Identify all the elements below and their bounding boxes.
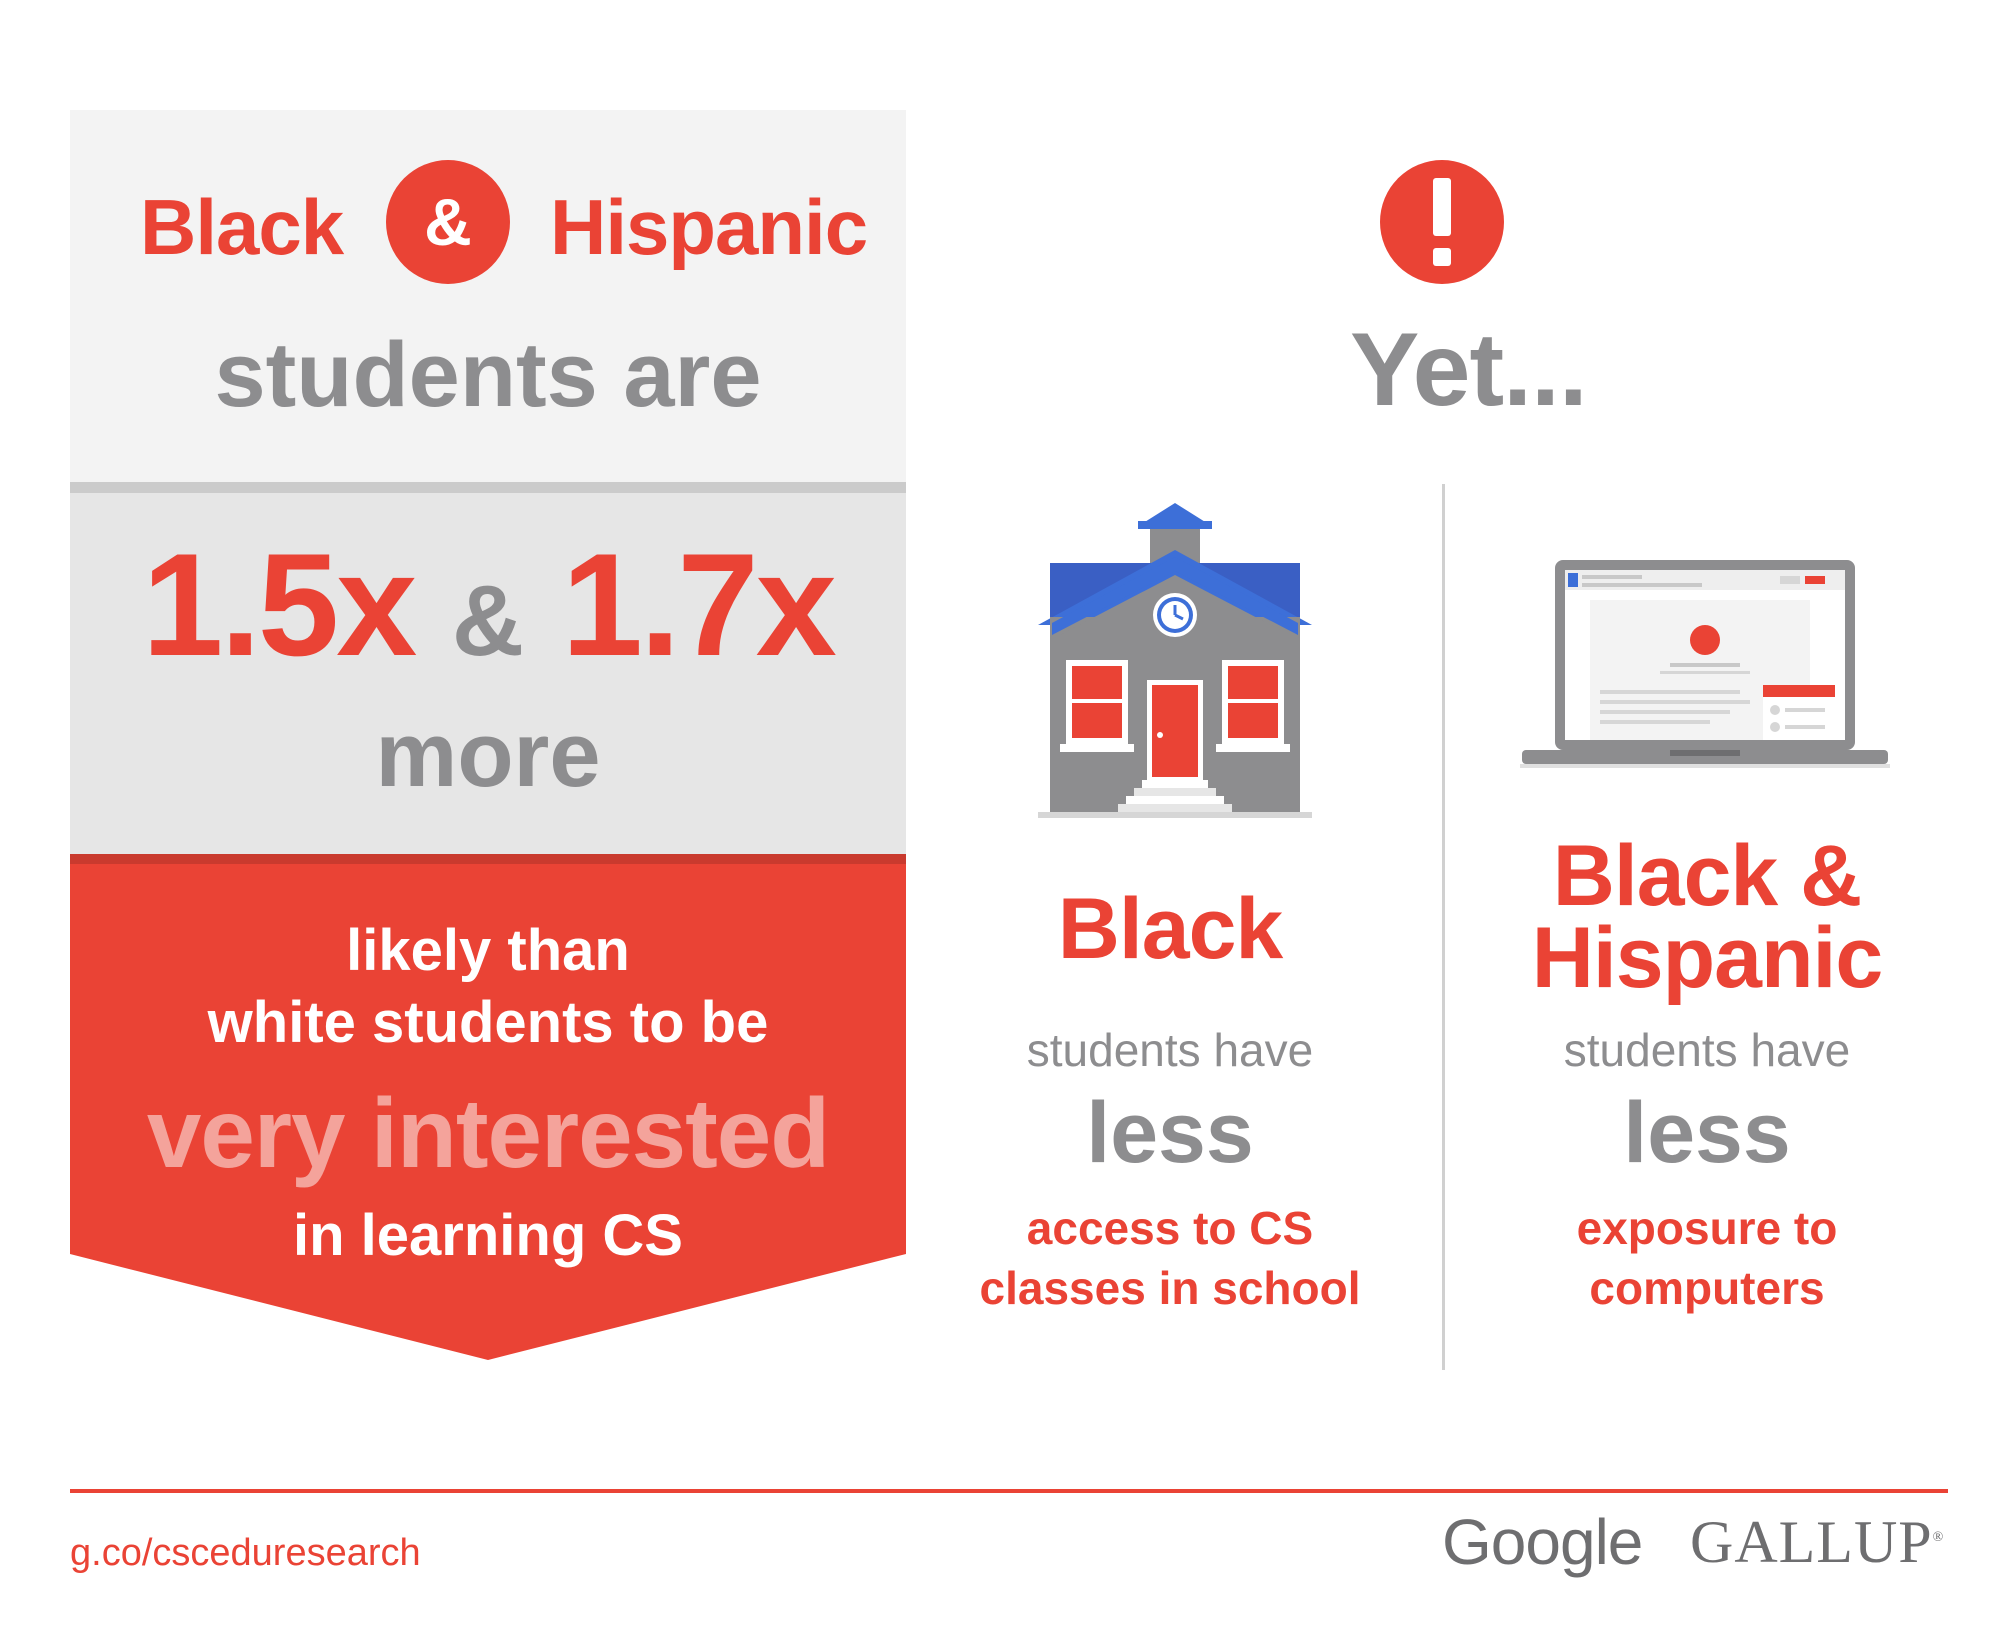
- header-black: Black: [140, 183, 344, 271]
- header-ampersand-badge: &: [386, 160, 510, 284]
- research-link[interactable]: g.co/csceduresearch: [70, 1532, 421, 1574]
- ratio-hispanic: 1.7x: [561, 523, 837, 686]
- registered-mark: ®: [1932, 1530, 1945, 1545]
- col2-title-line-1: Black &: [1552, 828, 1863, 924]
- school-building-icon: [1038, 503, 1312, 818]
- col2-less: less: [1623, 1085, 1791, 1181]
- students-are-text: students are: [214, 324, 762, 426]
- col2-title: Black & Hispanic: [1447, 828, 1967, 1006]
- gallup-logo: GALLUP®: [1690, 1508, 1944, 1577]
- stat-banner: Black & Hispanic students are 1.5x & 1.7…: [70, 110, 906, 1360]
- column-divider: [1442, 484, 1445, 1370]
- more-text: more: [375, 704, 601, 806]
- in-learning-cs-text: in learning CS: [293, 1203, 683, 1268]
- col1-detail: access to CS classes in school: [910, 1198, 1430, 1318]
- col1-detail-line-2: classes in school: [979, 1262, 1361, 1314]
- likely-text: likely than white students to be: [70, 915, 906, 1059]
- laptop-icon: [1520, 560, 1890, 768]
- ratio-black: 1.5x: [142, 523, 417, 686]
- col2-title-line-2: Hispanic: [1531, 910, 1883, 1006]
- banner-bottom-ribbon: [70, 854, 906, 1360]
- banner-middle-band: [70, 482, 906, 854]
- google-logo: Google: [1442, 1506, 1643, 1578]
- col2-detail-line-1: exposure to: [1576, 1202, 1838, 1254]
- footer-divider: [70, 1489, 1948, 1493]
- col1-title: Black: [1057, 881, 1284, 977]
- header-hispanic: Hispanic: [550, 183, 868, 271]
- likely-line-2: white students to be: [207, 990, 769, 1055]
- col1-students-have: students have: [1026, 1024, 1314, 1076]
- banner-top-band: [70, 110, 906, 482]
- col2-detail-line-2: computers: [1589, 1262, 1825, 1314]
- column-black-access: Black: [910, 881, 1430, 977]
- ratio-ampersand: &: [451, 565, 525, 677]
- col1-detail-line-1: access to CS: [1026, 1202, 1314, 1254]
- exclamation-icon: [1380, 160, 1504, 284]
- yet-text: Yet...: [1350, 312, 1588, 428]
- col2-students-have: students have: [1563, 1024, 1851, 1076]
- gallup-logo-text: GALLUP: [1690, 1509, 1933, 1575]
- col2-detail: exposure to computers: [1447, 1198, 1967, 1318]
- col1-less: less: [1086, 1085, 1254, 1181]
- ratio-line: 1.5x & 1.7x: [70, 530, 906, 696]
- very-interested-text: very interested: [146, 1078, 830, 1188]
- likely-line-1: likely than: [346, 918, 630, 983]
